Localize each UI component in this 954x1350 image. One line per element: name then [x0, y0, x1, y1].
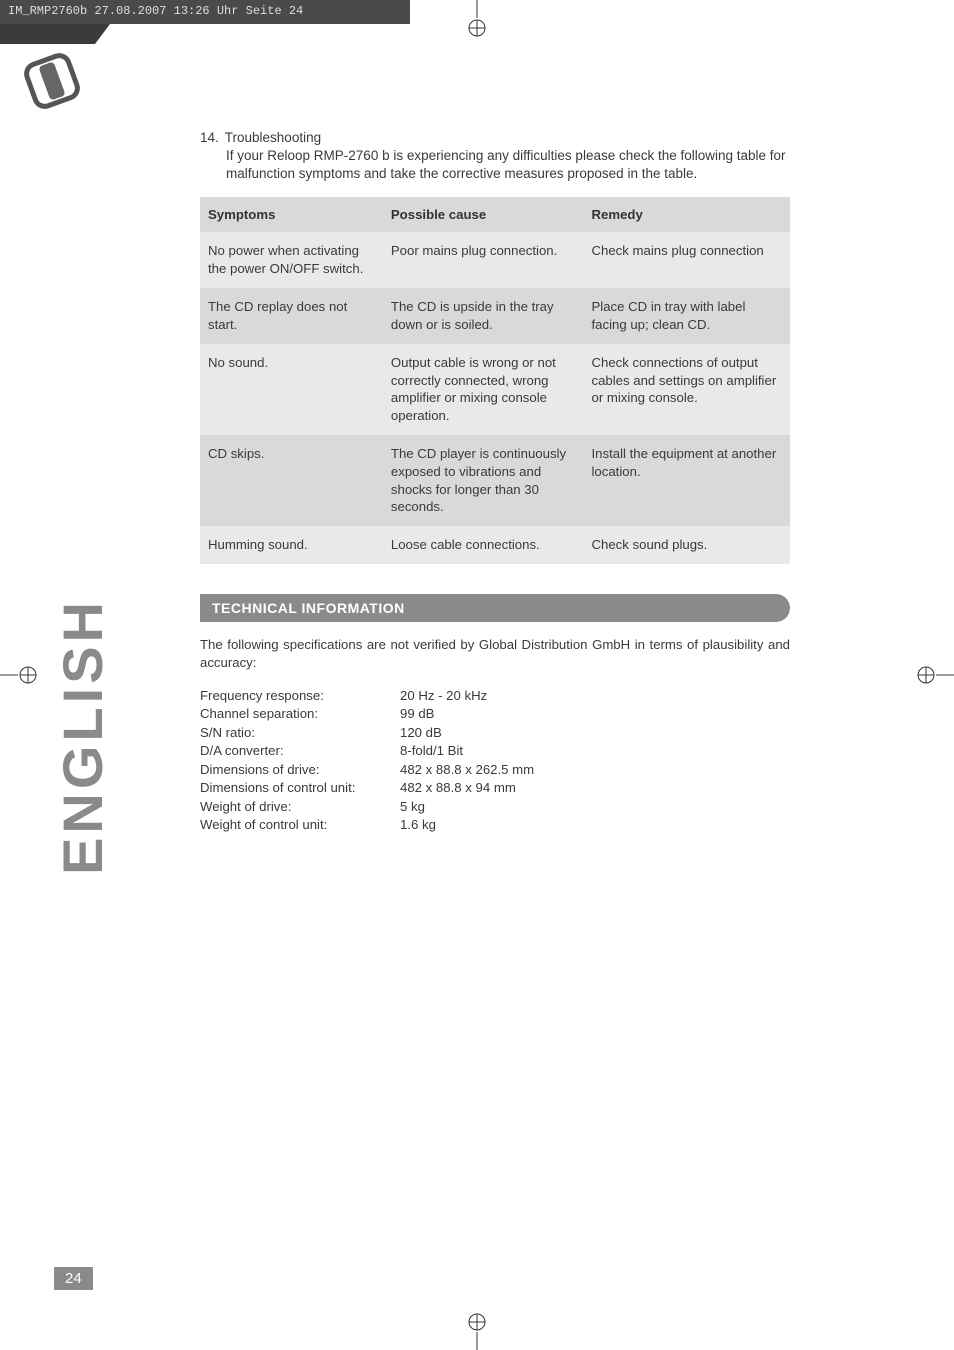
table-row: Humming sound. Loose cable connections. … [200, 526, 790, 564]
page-content: 14. Troubleshooting If your Reloop RMP-2… [200, 130, 790, 835]
table-row: The CD replay does not start. The CD is … [200, 288, 790, 344]
troubleshoot-table: Symptoms Possible cause Remedy No power … [200, 197, 790, 564]
cell-remedy: Check sound plugs. [583, 526, 790, 564]
spec-row: Channel separation: 99 dB [200, 705, 790, 723]
section-title: Troubleshooting [225, 130, 321, 145]
spec-label: Channel separation: [200, 705, 400, 723]
section-intro: If your Reloop RMP-2760 b is experiencin… [226, 147, 790, 183]
crop-mark-left [0, 655, 40, 695]
spec-label: Dimensions of control unit: [200, 779, 400, 797]
table-row: CD skips. The CD player is continuously … [200, 435, 790, 526]
spec-row: Dimensions of drive: 482 x 88.8 x 262.5 … [200, 761, 790, 779]
page-number: 24 [54, 1267, 93, 1290]
table-row: No sound. Output cable is wrong or not c… [200, 344, 790, 435]
spec-row: Dimensions of control unit: 482 x 88.8 x… [200, 779, 790, 797]
cell-remedy: Install the equipment at another locatio… [583, 435, 790, 526]
col-remedy: Remedy [583, 197, 790, 232]
spec-value: 8-fold/1 Bit [400, 742, 463, 760]
section-heading: 14. Troubleshooting [200, 130, 790, 145]
cell-cause: The CD is upside in the tray down or is … [383, 288, 584, 344]
spec-value: 120 dB [400, 724, 442, 742]
crop-mark-bottom [457, 1310, 497, 1350]
side-language-label: ENGLISH [50, 598, 115, 875]
spec-label: Weight of drive: [200, 798, 400, 816]
spec-label: S/N ratio: [200, 724, 400, 742]
cell-remedy: Check connections of output cables and s… [583, 344, 790, 435]
table-row: No power when activating the power ON/OF… [200, 232, 790, 288]
crop-mark-top [457, 0, 497, 40]
crop-mark-right [914, 655, 954, 695]
spec-label: Frequency response: [200, 687, 400, 705]
spec-value: 482 x 88.8 x 94 mm [400, 779, 516, 797]
cell-cause: Poor mains plug connection. [383, 232, 584, 288]
cell-remedy: Place CD in tray with label facing up; c… [583, 288, 790, 344]
spec-label: Dimensions of drive: [200, 761, 400, 779]
spec-value: 20 Hz - 20 kHz [400, 687, 487, 705]
tech-info-intro: The following specifications are not ver… [200, 636, 790, 673]
section-number: 14. [200, 130, 219, 145]
cell-symptom: No sound. [200, 344, 383, 435]
spec-list: Frequency response: 20 Hz - 20 kHz Chann… [200, 687, 790, 835]
col-cause: Possible cause [383, 197, 584, 232]
spec-row: Weight of control unit: 1.6 kg [200, 816, 790, 834]
cell-cause: The CD player is continuously exposed to… [383, 435, 584, 526]
cell-remedy: Check mains plug connection [583, 232, 790, 288]
spec-row: Weight of drive: 5 kg [200, 798, 790, 816]
cell-symptom: CD skips. [200, 435, 383, 526]
spec-label: Weight of control unit: [200, 816, 400, 834]
spec-row: S/N ratio: 120 dB [200, 724, 790, 742]
spec-value: 1.6 kg [400, 816, 436, 834]
file-header-text: IM_RMP2760b 27.08.2007 13:26 Uhr Seite 2… [8, 4, 303, 18]
spec-row: D/A converter: 8-fold/1 Bit [200, 742, 790, 760]
tech-info-header: TECHNICAL INFORMATION [200, 594, 790, 622]
spec-value: 99 dB [400, 705, 434, 723]
cell-cause: Output cable is wrong or not correctly c… [383, 344, 584, 435]
cell-symptom: Humming sound. [200, 526, 383, 564]
cell-symptom: The CD replay does not start. [200, 288, 383, 344]
spec-value: 482 x 88.8 x 262.5 mm [400, 761, 534, 779]
cell-symptom: No power when activating the power ON/OF… [200, 232, 383, 288]
spec-label: D/A converter: [200, 742, 400, 760]
cell-cause: Loose cable connections. [383, 526, 584, 564]
table-header-row: Symptoms Possible cause Remedy [200, 197, 790, 232]
spec-value: 5 kg [400, 798, 425, 816]
corner-decor [0, 24, 110, 124]
col-symptoms: Symptoms [200, 197, 383, 232]
spec-row: Frequency response: 20 Hz - 20 kHz [200, 687, 790, 705]
file-header-bar: IM_RMP2760b 27.08.2007 13:26 Uhr Seite 2… [0, 0, 410, 24]
